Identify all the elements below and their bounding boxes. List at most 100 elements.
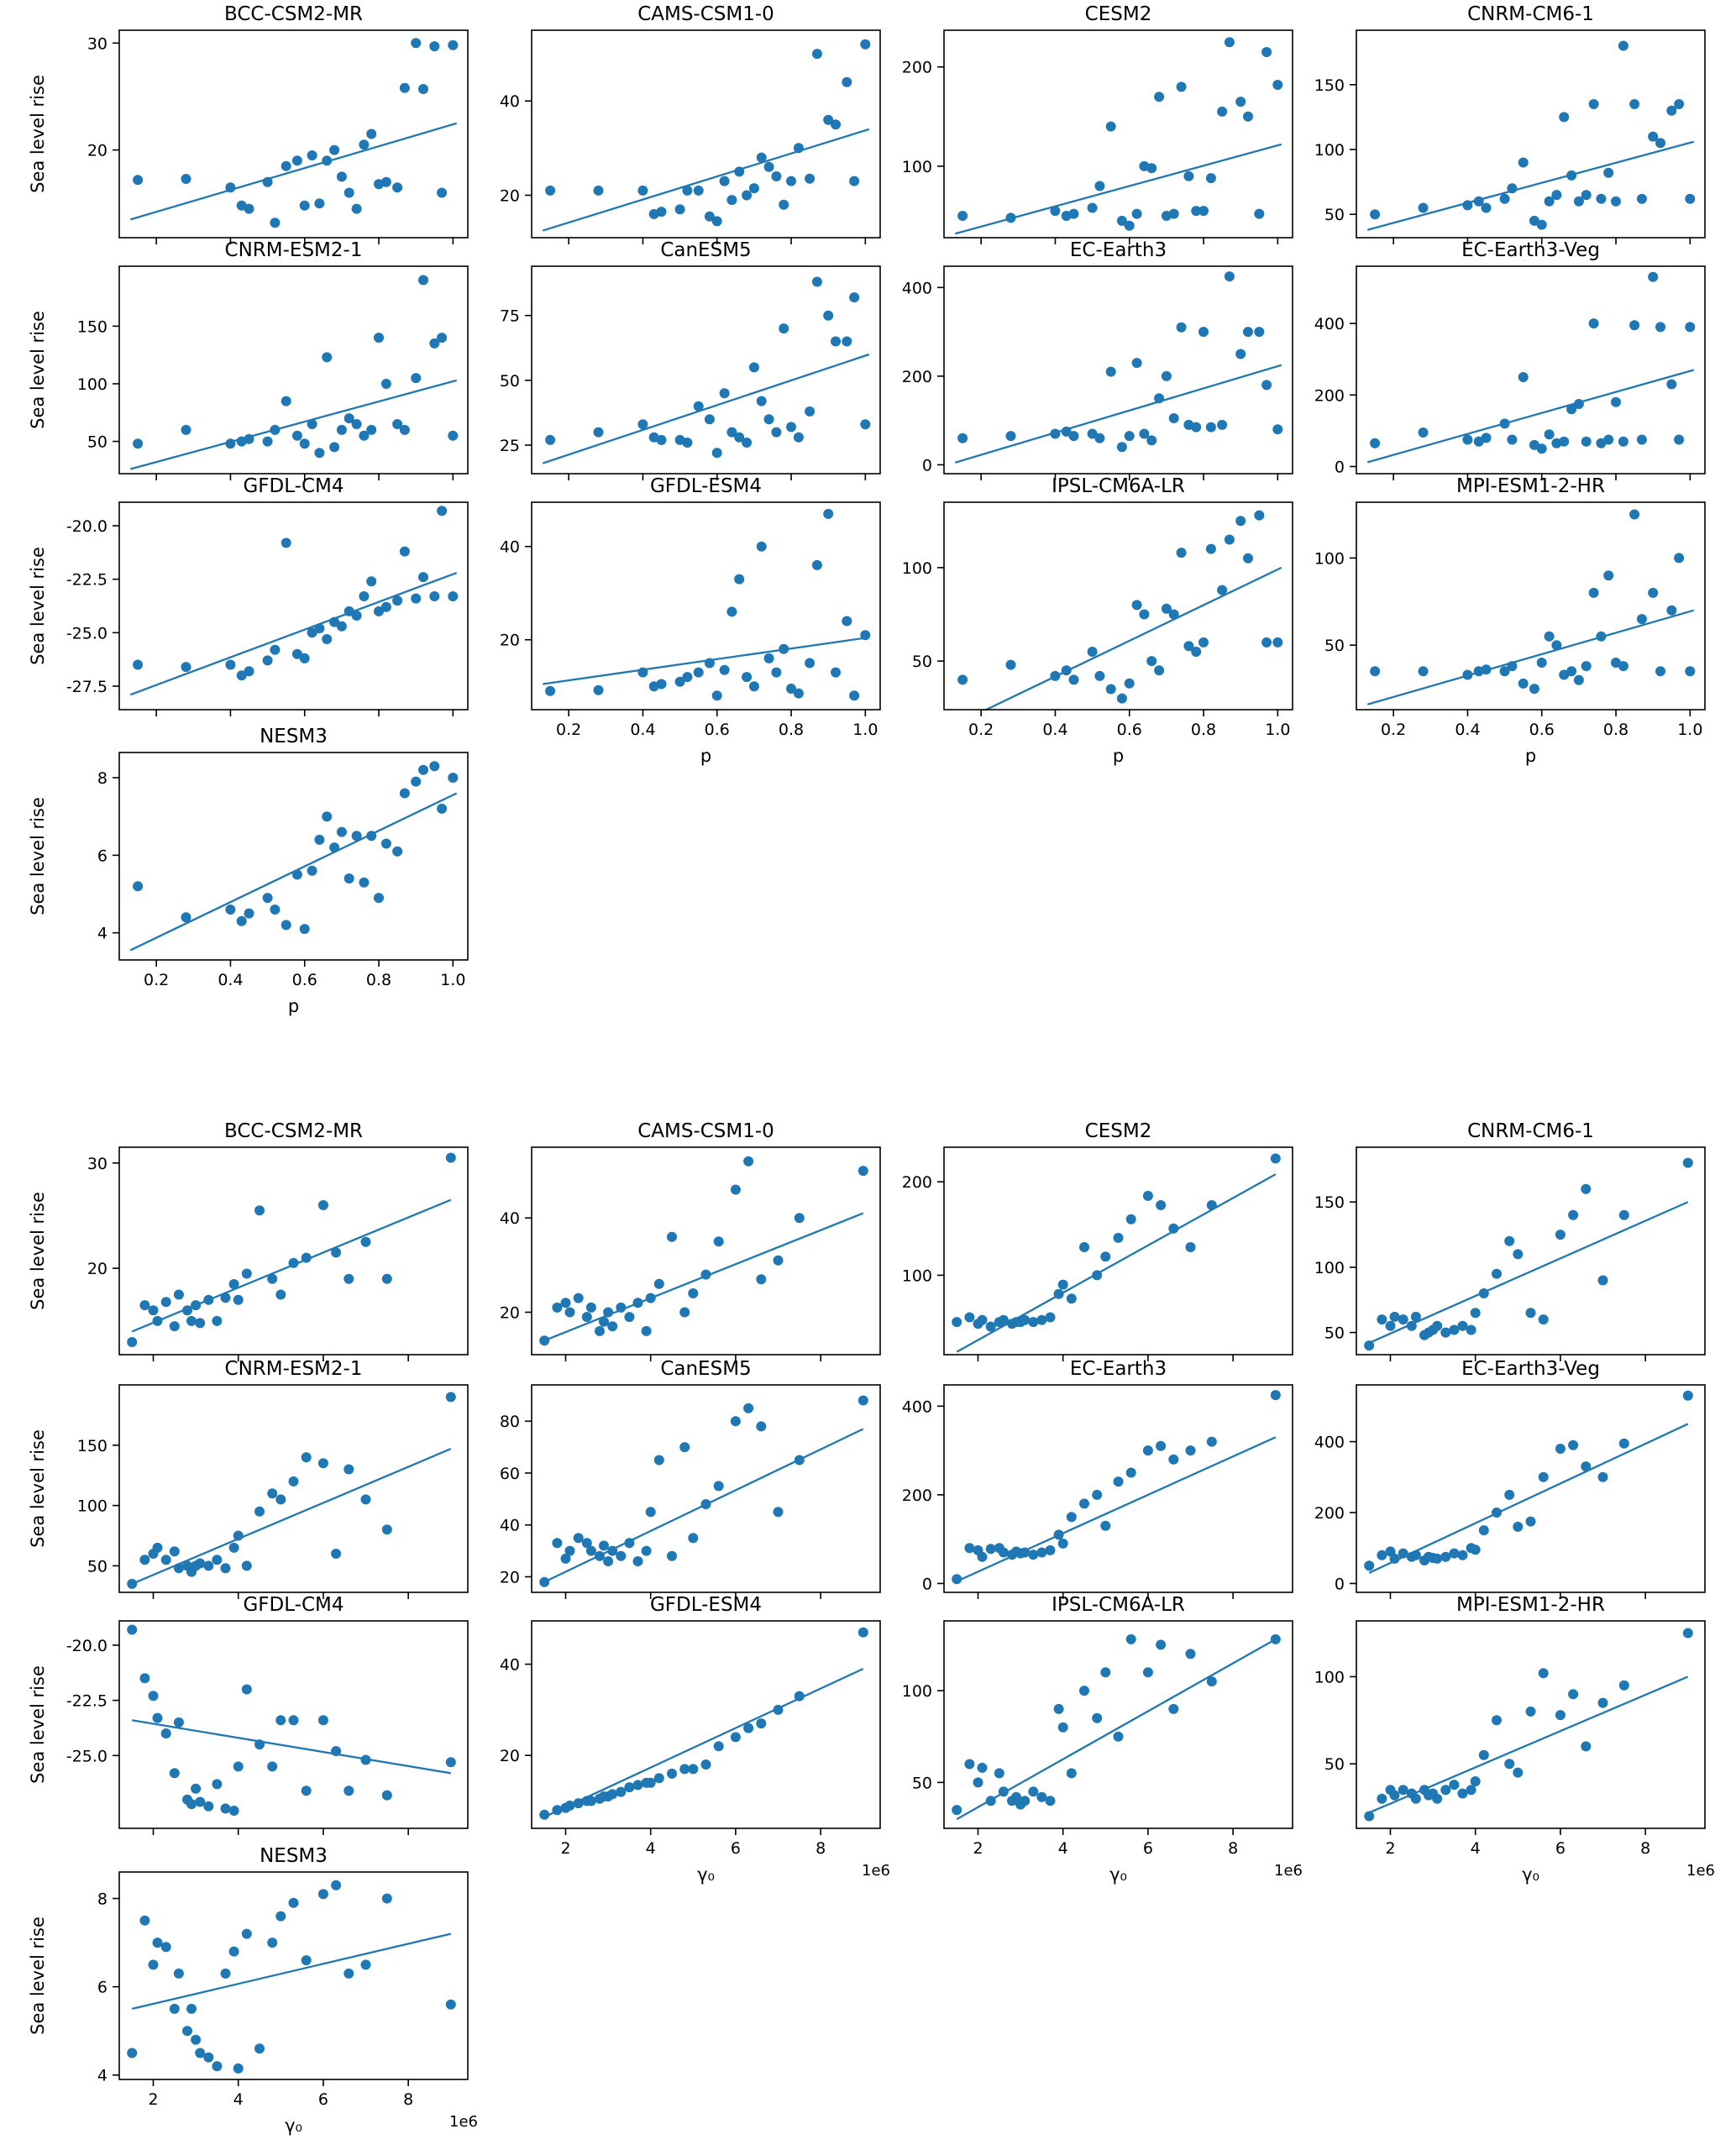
data-point — [748, 183, 759, 194]
data-point — [317, 1889, 328, 1900]
data-point — [241, 1928, 252, 1939]
data-point — [793, 688, 804, 699]
data-point — [711, 690, 722, 701]
data-point — [1618, 1209, 1629, 1220]
y-tick-label: 100 — [902, 559, 932, 578]
data-point — [645, 1293, 656, 1303]
y-tick-label: 200 — [1314, 386, 1345, 405]
data-point — [1410, 1550, 1421, 1560]
scatter-series — [952, 1390, 1281, 1585]
y-tick-label: -25.0 — [66, 1747, 108, 1765]
y-tick-label: -25.0 — [66, 624, 108, 642]
data-point — [1087, 428, 1098, 439]
data-point — [964, 1312, 975, 1323]
data-point — [133, 438, 144, 449]
data-point — [564, 1800, 575, 1811]
data-point — [742, 672, 753, 683]
y-tick-label: 400 — [902, 279, 932, 297]
data-point — [1113, 1232, 1124, 1243]
data-point — [730, 1732, 741, 1743]
data-point — [711, 448, 722, 459]
data-point — [1068, 208, 1079, 219]
data-point — [1674, 99, 1685, 109]
data-point — [585, 1302, 596, 1313]
data-point — [743, 1156, 754, 1167]
data-point — [756, 152, 767, 163]
data-point — [1440, 1785, 1451, 1796]
data-point — [1139, 428, 1150, 439]
data-point — [1385, 1320, 1396, 1331]
plot-frame — [1356, 501, 1706, 711]
data-point — [653, 1773, 664, 1784]
data-point — [262, 436, 273, 447]
data-point — [1100, 1667, 1111, 1678]
data-point — [1154, 393, 1165, 404]
data-point — [429, 761, 440, 772]
data-point — [624, 1312, 635, 1323]
data-point — [1568, 1689, 1579, 1700]
data-point — [1507, 661, 1518, 672]
data-point — [1113, 1476, 1124, 1487]
data-point — [1377, 1550, 1387, 1560]
data-point — [169, 1321, 180, 1332]
data-point — [225, 182, 236, 193]
data-point — [1116, 442, 1127, 453]
data-point — [1555, 1230, 1566, 1240]
data-point — [203, 1560, 214, 1571]
data-point — [581, 1312, 592, 1323]
data-point — [220, 1803, 231, 1814]
data-point — [1113, 1731, 1124, 1742]
data-point — [693, 185, 704, 196]
data-point — [1544, 631, 1555, 642]
data-point — [595, 1550, 605, 1561]
data-point — [191, 1300, 202, 1311]
data-point — [244, 666, 254, 677]
subplot-title: CanESM5 — [660, 239, 751, 261]
data-point — [773, 1507, 784, 1518]
data-point — [1466, 1324, 1476, 1335]
y-tick-label: -20.0 — [66, 1637, 108, 1655]
data-point — [160, 1297, 171, 1308]
x-axis-label: γ₀ — [697, 1864, 715, 1885]
data-point — [1682, 1628, 1693, 1639]
data-point — [244, 203, 254, 214]
data-point — [1131, 208, 1142, 219]
data-point — [637, 185, 648, 196]
data-point — [977, 1314, 988, 1325]
y-tick-label: 40 — [500, 1209, 520, 1228]
data-point — [1206, 1676, 1217, 1687]
y-tick-label: -22.5 — [66, 571, 108, 590]
data-point — [1045, 1796, 1056, 1807]
data-point — [595, 1325, 605, 1336]
data-point — [842, 336, 852, 347]
trend-line — [1366, 609, 1695, 705]
data-point — [437, 506, 448, 517]
data-point — [1254, 208, 1265, 219]
x-tick-label: 1.0 — [440, 971, 465, 989]
subplot-title: IPSL-CM6A-LR — [1052, 475, 1185, 497]
data-point — [1011, 1791, 1021, 1802]
data-point — [1005, 212, 1016, 223]
data-point — [831, 119, 841, 130]
data-point — [811, 276, 822, 287]
y-tick-label: 150 — [1314, 76, 1345, 95]
data-point — [380, 176, 391, 187]
scatter-series — [127, 1880, 456, 2074]
scatter-series — [952, 1633, 1281, 1816]
data-point — [160, 1555, 171, 1565]
data-point — [1045, 1312, 1056, 1323]
data-point — [1217, 419, 1228, 430]
data-point — [173, 1289, 184, 1300]
y-tick-label: 8 — [97, 1890, 108, 1909]
subplot-gfdl-esm4-sea-level-rise-vs-gamma0: 2 4 6 8 20 40 GFDL-ESM4 γ₀ 1e6 — [500, 1594, 890, 1885]
data-point — [1492, 1268, 1502, 1279]
data-point — [1618, 1438, 1629, 1449]
x-tick-label: 0.4 — [1042, 721, 1067, 739]
data-point — [448, 39, 459, 50]
data-point — [1398, 1785, 1408, 1796]
data-point — [275, 1289, 286, 1300]
data-point — [1568, 1439, 1579, 1450]
data-point — [713, 1741, 724, 1752]
data-point — [1168, 1703, 1179, 1714]
